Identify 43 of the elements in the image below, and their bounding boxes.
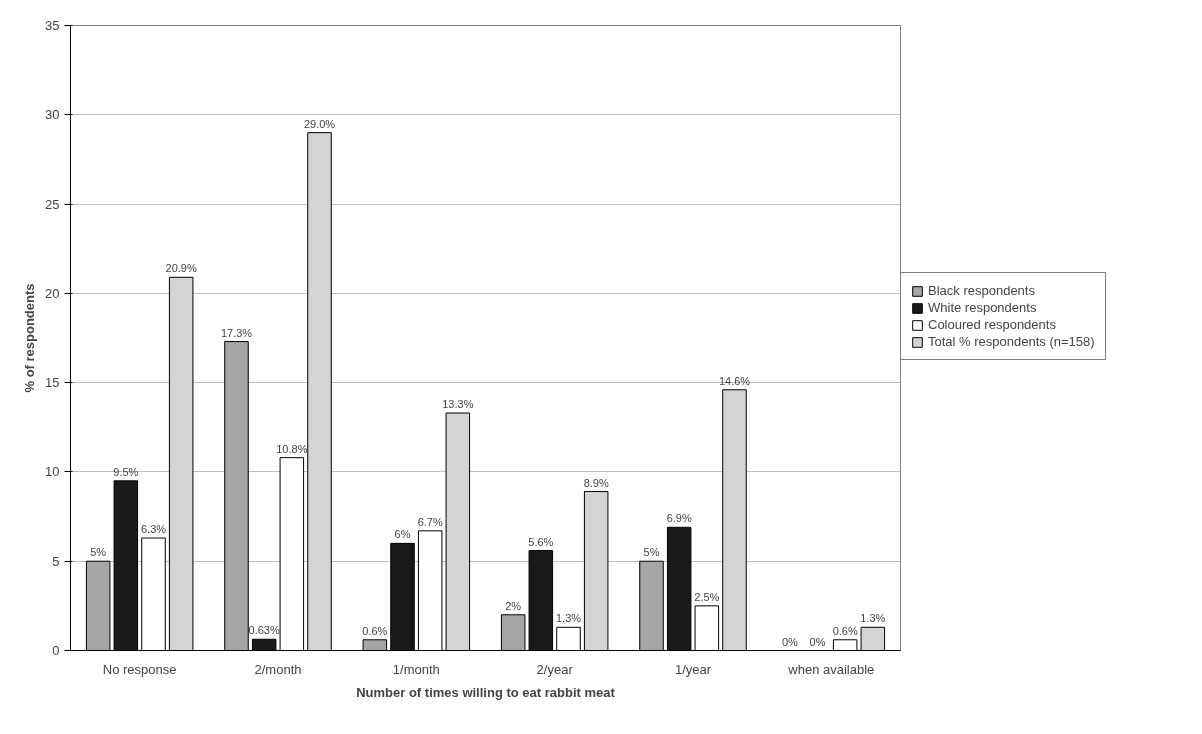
x-axis-title: Number of times willing to eat rabbit meat (356, 684, 616, 700)
y-tick-label: 20 (45, 285, 60, 301)
data-label: 9.5% (113, 465, 139, 478)
data-label: 13.3% (442, 398, 474, 410)
data-label: 14.6% (718, 374, 751, 387)
data-label: 20.9% (165, 262, 197, 275)
data-label: 0.6% (832, 624, 858, 637)
y-tick-label: 25 (45, 196, 60, 212)
data-label: 6.3% (140, 523, 167, 535)
y-tick-label: 15 (45, 375, 60, 391)
y-tick-label: 35 (45, 18, 60, 33)
y-axis-title: % of respondents (22, 283, 38, 393)
data-label: 8.9% (583, 476, 609, 489)
data-label: 6.7% (417, 515, 443, 528)
legend-label: Black respondents (928, 283, 1035, 298)
x-tick-label: 1/year (674, 661, 712, 677)
data-label: 17.3% (220, 326, 253, 339)
y-tick-label: 30 (45, 107, 60, 123)
x-tick-label: when available (787, 661, 875, 677)
legend-label: Total % respondents (n=158) (928, 334, 1095, 349)
legend-label: White respondents (928, 300, 1037, 315)
data-label: 5.6% (528, 535, 554, 548)
x-tick-label: 2/year (536, 661, 574, 677)
data-label: 6.9% (666, 512, 692, 525)
y-tick-label: 5 (52, 553, 60, 569)
data-label: 5% (643, 546, 660, 559)
data-label: 2.5% (694, 590, 720, 603)
data-label: 0% (809, 635, 826, 648)
x-tick-label: No response (102, 661, 177, 677)
data-label: 1.3% (555, 612, 582, 625)
x-tick-label: 2/month (254, 661, 302, 677)
data-label: 5% (90, 546, 107, 559)
data-label: 0.6% (362, 624, 388, 637)
legend-label: Coloured respondents (928, 317, 1056, 332)
data-label: 10.8% (276, 442, 308, 455)
data-label: 2% (505, 599, 522, 612)
x-tick-label: 1/month (392, 661, 440, 677)
data-label: 6% (394, 528, 411, 541)
data-label: 0% (781, 635, 798, 648)
data-label: 29.0% (303, 117, 336, 130)
y-tick-label: 10 (45, 464, 60, 480)
y-tick-label: 0 (52, 643, 60, 658)
data-label: 1.3% (860, 612, 886, 625)
